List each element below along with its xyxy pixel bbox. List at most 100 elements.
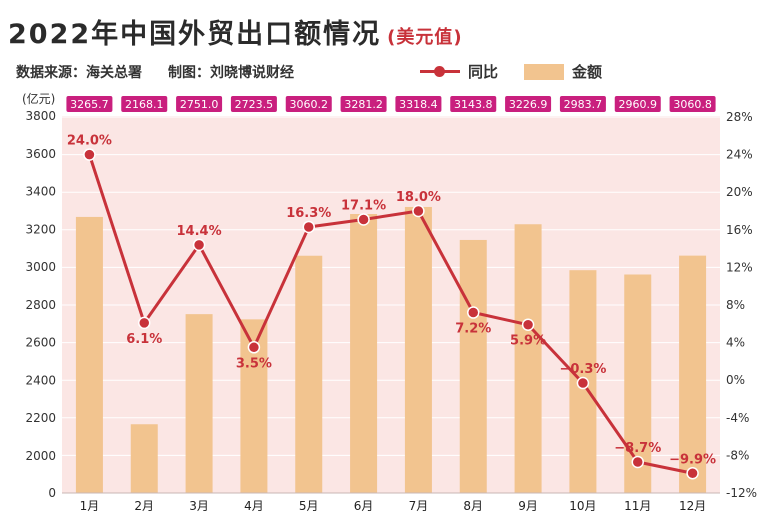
bar-jan-dec [404,206,432,494]
value-badge [450,96,497,112]
yoy-point [412,204,425,218]
right-tick-label: -8% [726,448,749,462]
left-tick-label: 3000 [25,260,56,274]
x-tick-label: 11月 [624,499,651,513]
left-tick-label: 3400 [25,185,56,199]
value-badge [505,96,552,112]
yoy-point [521,318,535,331]
x-tick-label: 8月 [463,499,483,513]
right-tick-label: 0% [726,373,745,387]
value-badge-text: 2960.9 [619,98,658,111]
yoy-point [138,316,151,330]
x-tick-label: 10月 [569,499,596,513]
legend-item-bar: 金额 [524,61,602,82]
bar-jan-dec [185,314,213,493]
value-badge [176,96,223,112]
data-source: 数据来源：海关总署 [16,65,142,81]
legend-line-label: 同比 [468,63,499,81]
bar-jan-dec [679,255,707,493]
value-badge [669,96,716,112]
yoy-point [83,148,96,161]
left-tick-label: 3200 [25,222,56,236]
yoy-label: −8.7% [614,441,661,456]
title-unit: (美元值) [387,27,463,48]
yoy-label: −0.3% [559,362,606,377]
x-tick-label: 5月 [299,499,319,513]
value-badge-text: 2168.1 [125,98,164,111]
value-badge-text: 3060.8 [673,98,712,111]
bar-jan-dec [514,224,542,493]
right-tick-label: 24% [726,148,753,162]
yoy-label: 17.1% [341,198,386,213]
source-line: 数据来源：海关总署 制图：刘晓博说财经 [16,62,294,82]
left-tick-label: 2200 [25,411,56,425]
yoy-point [302,220,315,234]
y-axis-unit: (亿元) [22,92,56,106]
value-badge [340,96,387,112]
left-tick-label: 2400 [25,373,56,387]
yoy-label: 14.4% [177,224,222,239]
x-tick-label: 1月 [80,499,100,513]
legend-bar-label: 金额 [572,63,603,81]
value-badge [230,96,277,112]
value-badge [395,96,442,112]
right-tick-label: 20% [726,185,753,199]
right-tick-label: 12% [726,260,753,274]
yoy-label: 3.5% [236,356,272,371]
value-badge-text: 2983.7 [564,98,603,111]
value-badge [121,96,168,112]
yoy-point [247,341,261,354]
bar-jan-dec [295,255,323,493]
bar-jan-dec [130,424,158,493]
right-tick-label: -12% [726,486,757,500]
yoy-label: 16.3% [286,206,331,221]
right-tick-label: 28% [726,110,753,124]
right-tick-label: 16% [726,223,753,237]
value-badge-text: 2723.5 [235,98,274,111]
left-tick-label: 2800 [25,298,56,312]
left-tick-label: 3600 [25,147,56,161]
value-badge [614,96,661,112]
value-badge-text: 3281.2 [344,98,383,111]
left-tick-label: 2000 [25,449,56,463]
left-tick-label: 2600 [25,336,56,350]
yoy-label: 7.2% [455,322,491,337]
yoy-label: −9.9% [669,452,716,467]
legend-item-line: 同比 [420,61,498,82]
yoy-point [192,238,206,252]
value-badge-text: 3143.8 [454,98,493,111]
value-badge-text: 3318.4 [399,98,438,111]
x-tick-label: 7月 [409,499,429,513]
title-text: 2022年中国外贸出口额情况 [8,19,382,50]
yoy-label: 5.9% [510,334,546,349]
right-tick-label: 8% [726,298,745,312]
value-badge [285,96,332,112]
line-marker-icon [420,66,460,77]
bar-jan-dec [350,213,378,494]
x-tick-label: 3月 [189,499,209,513]
yoy-point [467,306,480,319]
x-tick-label: 2月 [134,499,154,513]
value-badge-text: 3265.7 [70,98,109,111]
x-tick-label: 6月 [354,499,374,513]
value-badge [559,96,606,112]
yoy-label: 18.0% [396,190,441,205]
bar-jan-dec [75,216,103,493]
value-badge-text: 2751.0 [180,98,219,111]
x-tick-label: 12月 [679,499,706,513]
value-badge-text: 3226.9 [509,98,548,111]
yoy-point [631,455,644,469]
value-badge-text: 3060.2 [290,98,329,111]
yoy-line [87,154,693,475]
right-tick-label: -4% [726,411,749,425]
bar-swatch-icon [524,63,565,80]
left-tick-label: 3800 [25,109,56,123]
value-badge [66,96,113,112]
x-tick-label: 9月 [518,499,538,513]
left-tick-label: 0 [48,486,56,500]
yoy-point [576,376,590,390]
right-tick-label: 4% [726,336,745,350]
yoy-point [357,213,370,226]
yoy-label: 24.0% [67,134,112,149]
